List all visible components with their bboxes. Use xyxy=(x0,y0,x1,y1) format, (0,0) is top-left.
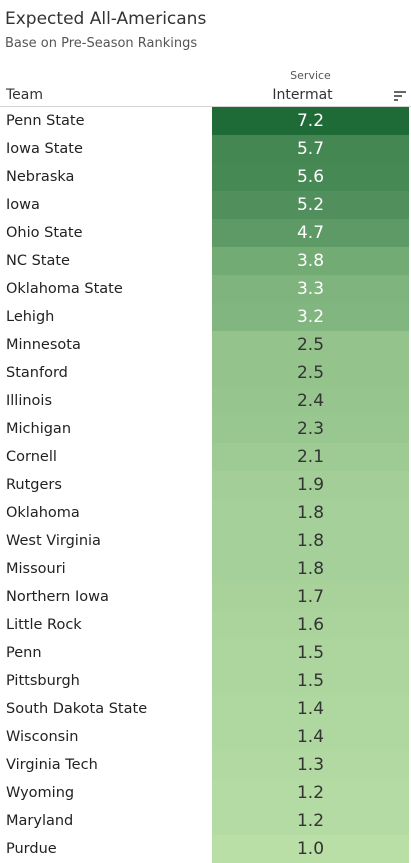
table-row[interactable]: Iowa 5.2 xyxy=(0,191,411,219)
table-row[interactable]: Little Rock 1.6 xyxy=(0,611,411,639)
heatmap-cell[interactable]: 1.9 xyxy=(212,471,409,499)
table-row[interactable]: Missouri 1.8 xyxy=(0,555,411,583)
table-row[interactable]: Oklahoma State 3.3 xyxy=(0,275,411,303)
team-label: Lehigh xyxy=(6,309,55,325)
team-label: Little Rock xyxy=(6,617,82,633)
team-label: Penn State xyxy=(6,113,85,129)
team-label: Wyoming xyxy=(6,785,75,801)
heatmap-cell[interactable]: 5.2 xyxy=(212,191,409,219)
heatmap-cell[interactable]: 5.6 xyxy=(212,163,409,191)
heatmap-cell[interactable]: 1.8 xyxy=(212,499,409,527)
heatmap-cell[interactable]: 1.3 xyxy=(212,751,409,779)
table-row[interactable]: Michigan 2.3 xyxy=(0,415,411,443)
heatmap-cell[interactable]: 4.7 xyxy=(212,219,409,247)
team-label: Stanford xyxy=(6,365,68,381)
intermat-column-header[interactable]: Intermat xyxy=(272,87,333,103)
table-row[interactable]: Minnesota 2.5 xyxy=(0,331,411,359)
team-label: Illinois xyxy=(6,393,53,409)
table-row[interactable]: Lehigh 3.2 xyxy=(0,303,411,331)
heatmap-cell[interactable]: 1.8 xyxy=(212,527,409,555)
table-row[interactable]: Purdue 1.0 xyxy=(0,835,411,863)
team-label: NC State xyxy=(6,253,70,269)
team-label: Missouri xyxy=(6,561,66,577)
team-column-header[interactable]: Team xyxy=(6,87,44,103)
chart-title: Expected All-Americans xyxy=(5,9,207,29)
team-label: Pittsburgh xyxy=(6,673,80,689)
table-row[interactable]: Iowa State 5.7 xyxy=(0,135,411,163)
heatmap-cell[interactable]: 1.5 xyxy=(212,667,409,695)
table-row[interactable]: Maryland 1.2 xyxy=(0,807,411,835)
table-row[interactable]: Virginia Tech 1.3 xyxy=(0,751,411,779)
table-row[interactable]: Pittsburgh 1.5 xyxy=(0,667,411,695)
table-row[interactable]: Penn 1.5 xyxy=(0,639,411,667)
team-label: Minnesota xyxy=(6,337,81,353)
heatmap-cell[interactable]: 1.2 xyxy=(212,779,409,807)
team-label: Rutgers xyxy=(6,477,62,493)
table-row[interactable]: Northern Iowa 1.7 xyxy=(0,583,411,611)
team-label: Wisconsin xyxy=(6,729,79,745)
heatmap-cell[interactable]: 2.3 xyxy=(212,415,409,443)
team-label: Cornell xyxy=(6,449,57,465)
heatmap-cell[interactable]: 1.4 xyxy=(212,695,409,723)
team-label: West Virginia xyxy=(6,533,101,549)
heatmap-cell[interactable]: 1.6 xyxy=(212,611,409,639)
team-label: Iowa xyxy=(6,197,40,213)
team-label: Oklahoma xyxy=(6,505,80,521)
table-row[interactable]: Nebraska 5.6 xyxy=(0,163,411,191)
table-row[interactable]: Wisconsin 1.4 xyxy=(0,723,411,751)
team-label: Iowa State xyxy=(6,141,83,157)
team-label: South Dakota State xyxy=(6,701,148,717)
heatmap-cell[interactable]: 3.3 xyxy=(212,275,409,303)
heatmap-cell[interactable]: 1.0 xyxy=(212,835,409,863)
heatmap-cell[interactable]: 2.5 xyxy=(212,359,409,387)
table-row[interactable]: Cornell 2.1 xyxy=(0,443,411,471)
heatmap-cell[interactable]: 3.8 xyxy=(212,247,409,275)
team-label: Northern Iowa xyxy=(6,589,109,605)
table-row[interactable]: Stanford 2.5 xyxy=(0,359,411,387)
heatmap-cell[interactable]: 7.2 xyxy=(212,107,409,135)
table-row[interactable]: Ohio State 4.7 xyxy=(0,219,411,247)
team-label: Ohio State xyxy=(6,225,83,241)
heatmap-cell[interactable]: 2.1 xyxy=(212,443,409,471)
team-label: Penn xyxy=(6,645,42,661)
table-row[interactable]: West Virginia 1.8 xyxy=(0,527,411,555)
team-label: Virginia Tech xyxy=(6,757,98,773)
team-label: Purdue xyxy=(6,841,57,857)
heatmap-cell[interactable]: 3.2 xyxy=(212,303,409,331)
header-divider xyxy=(0,106,411,107)
heatmap-cell[interactable]: 1.7 xyxy=(212,583,409,611)
heatmap-cell[interactable]: 1.2 xyxy=(212,807,409,835)
table-row[interactable]: South Dakota State 1.4 xyxy=(0,695,411,723)
heatmap-cell[interactable]: 1.4 xyxy=(212,723,409,751)
heatmap-cell[interactable]: 5.7 xyxy=(212,135,409,163)
table-row[interactable]: Penn State 7.2 xyxy=(0,107,411,135)
table-row[interactable]: Illinois 2.4 xyxy=(0,387,411,415)
sort-descending-icon[interactable] xyxy=(394,91,406,101)
table-row[interactable]: Wyoming 1.2 xyxy=(0,779,411,807)
team-label: Michigan xyxy=(6,421,72,437)
column-group-header: Service xyxy=(290,69,331,82)
heatmap-cell[interactable]: 2.5 xyxy=(212,331,409,359)
chart-subtitle: Base on Pre-Season Rankings xyxy=(5,36,198,51)
heatmap-table: Penn State 7.2 Iowa State 5.7 Nebraska 5.6 Iow… xyxy=(0,107,411,863)
table-row[interactable]: Oklahoma 1.8 xyxy=(0,499,411,527)
heatmap-cell[interactable]: 1.5 xyxy=(212,639,409,667)
table-row[interactable]: NC State 3.8 xyxy=(0,247,411,275)
table-row[interactable]: Rutgers 1.9 xyxy=(0,471,411,499)
heatmap-cell[interactable]: 1.8 xyxy=(212,555,409,583)
team-label: Oklahoma State xyxy=(6,281,123,297)
team-label: Maryland xyxy=(6,813,74,829)
heatmap-cell[interactable]: 2.4 xyxy=(212,387,409,415)
team-label: Nebraska xyxy=(6,169,75,185)
